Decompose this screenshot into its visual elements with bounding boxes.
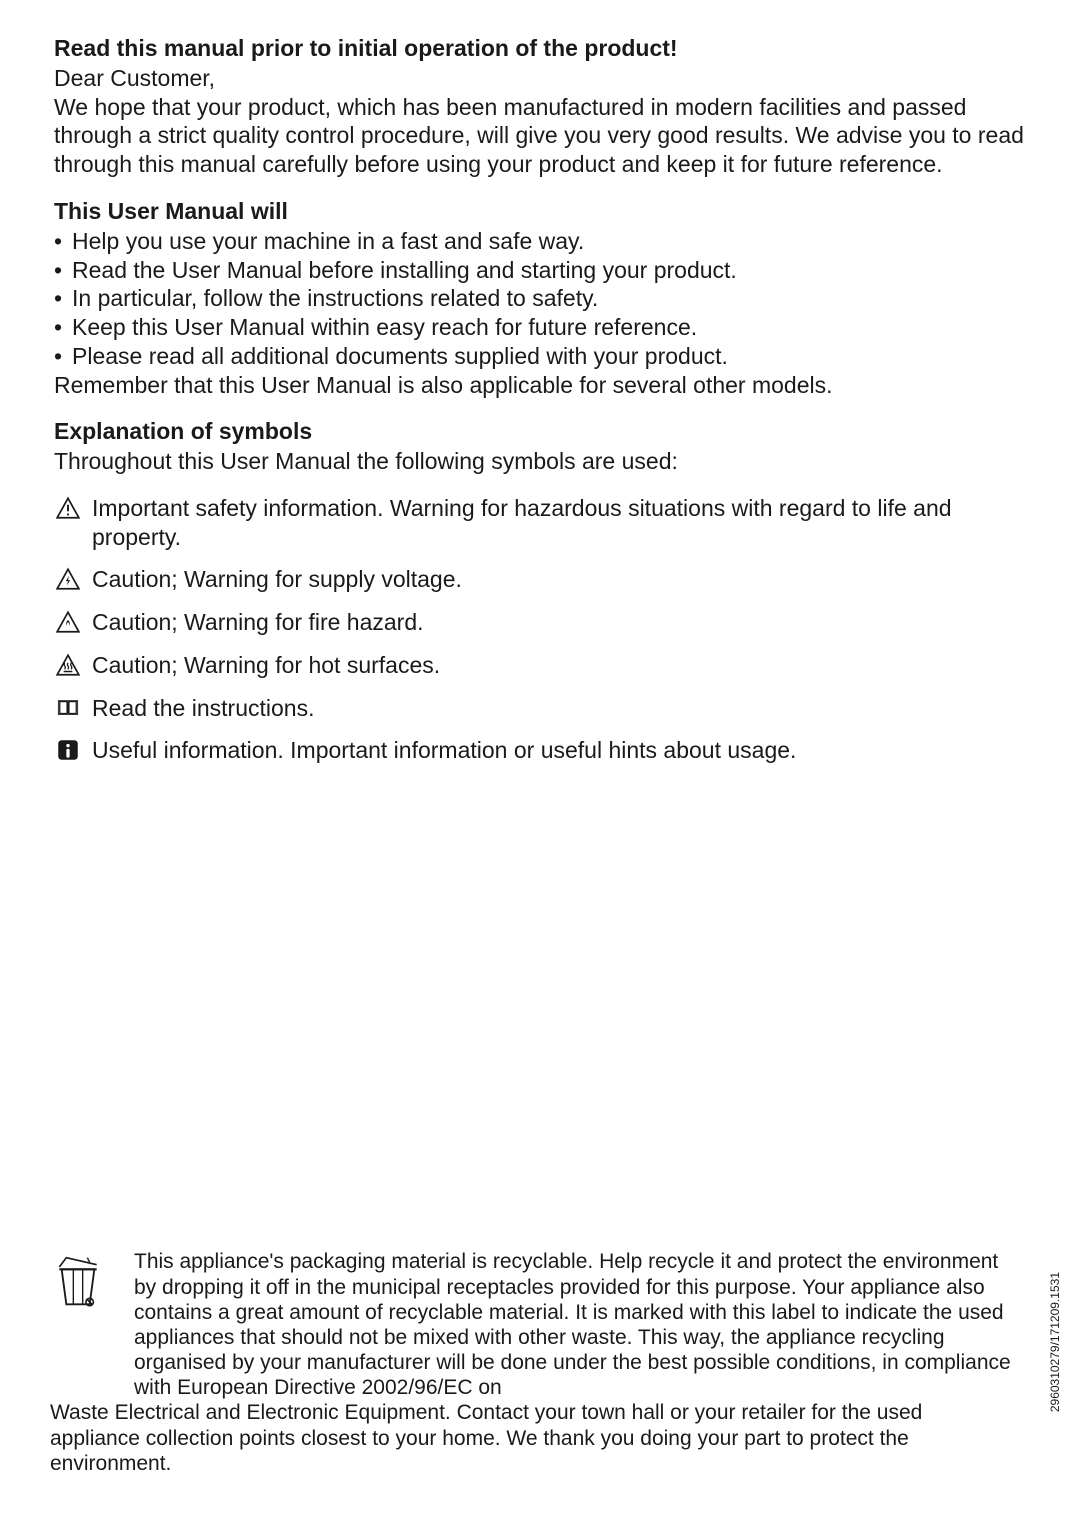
list-item: Keep this User Manual within easy reach … [54,313,1030,342]
symbol-row: Caution; Warning for fire hazard. [54,608,1030,637]
symbol-text: Caution; Warning for supply voltage. [92,565,1030,594]
warning-triangle-hot-icon [54,651,82,679]
list-item: In particular, follow the instructions r… [54,284,1030,313]
symbols-intro: Throughout this User Manual the followin… [54,447,1030,476]
warning-triangle-exclaim-icon [54,494,82,522]
footer-text-bottom: Waste Electrical and Electronic Equipmen… [50,1400,1014,1476]
symbol-row: Caution; Warning for supply voltage. [54,565,1030,594]
document-code: 2960310279/171209.1531 [1048,1272,1062,1412]
symbol-text: Useful information. Important informatio… [92,736,1030,765]
symbol-text: Caution; Warning for hot surfaces. [92,651,1030,680]
recycle-bin-icon [50,1253,110,1313]
greeting-text: Dear Customer, [54,64,1030,93]
footer-section: This appliance's packaging material is r… [50,1249,1014,1476]
symbols-heading: Explanation of symbols [54,417,1030,447]
warning-triangle-fire-icon [54,608,82,636]
symbol-row: Important safety information. Warning fo… [54,494,1030,552]
footer-text-top: This appliance's packaging material is r… [134,1249,1014,1400]
symbol-row: Read the instructions. [54,694,1030,723]
list-item: Read the User Manual before installing a… [54,256,1030,285]
symbol-text: Important safety information. Warning fo… [92,494,1030,552]
symbol-row: Caution; Warning for hot surfaces. [54,651,1030,680]
manual-will-heading: This User Manual will [54,197,1030,227]
symbols-section: Explanation of symbols Throughout this U… [54,417,1030,765]
symbol-row: Useful information. Important informatio… [54,736,1030,765]
book-icon [54,694,82,722]
page-title: Read this manual prior to initial operat… [54,34,1030,64]
symbol-text: Read the instructions. [92,694,1030,723]
manual-will-note: Remember that this User Manual is also a… [54,371,1030,400]
footer-with-icon: This appliance's packaging material is r… [50,1249,1014,1400]
list-item: Please read all additional documents sup… [54,342,1030,371]
warning-triangle-voltage-icon [54,565,82,593]
manual-will-section: This User Manual will Help you use your … [54,197,1030,399]
header-section: Read this manual prior to initial operat… [54,34,1030,179]
list-item: Help you use your machine in a fast and … [54,227,1030,256]
intro-text: We hope that your product, which has bee… [54,93,1030,179]
symbol-text: Caution; Warning for fire hazard. [92,608,1030,637]
manual-will-list: Help you use your machine in a fast and … [54,227,1030,371]
info-square-icon [54,736,82,764]
